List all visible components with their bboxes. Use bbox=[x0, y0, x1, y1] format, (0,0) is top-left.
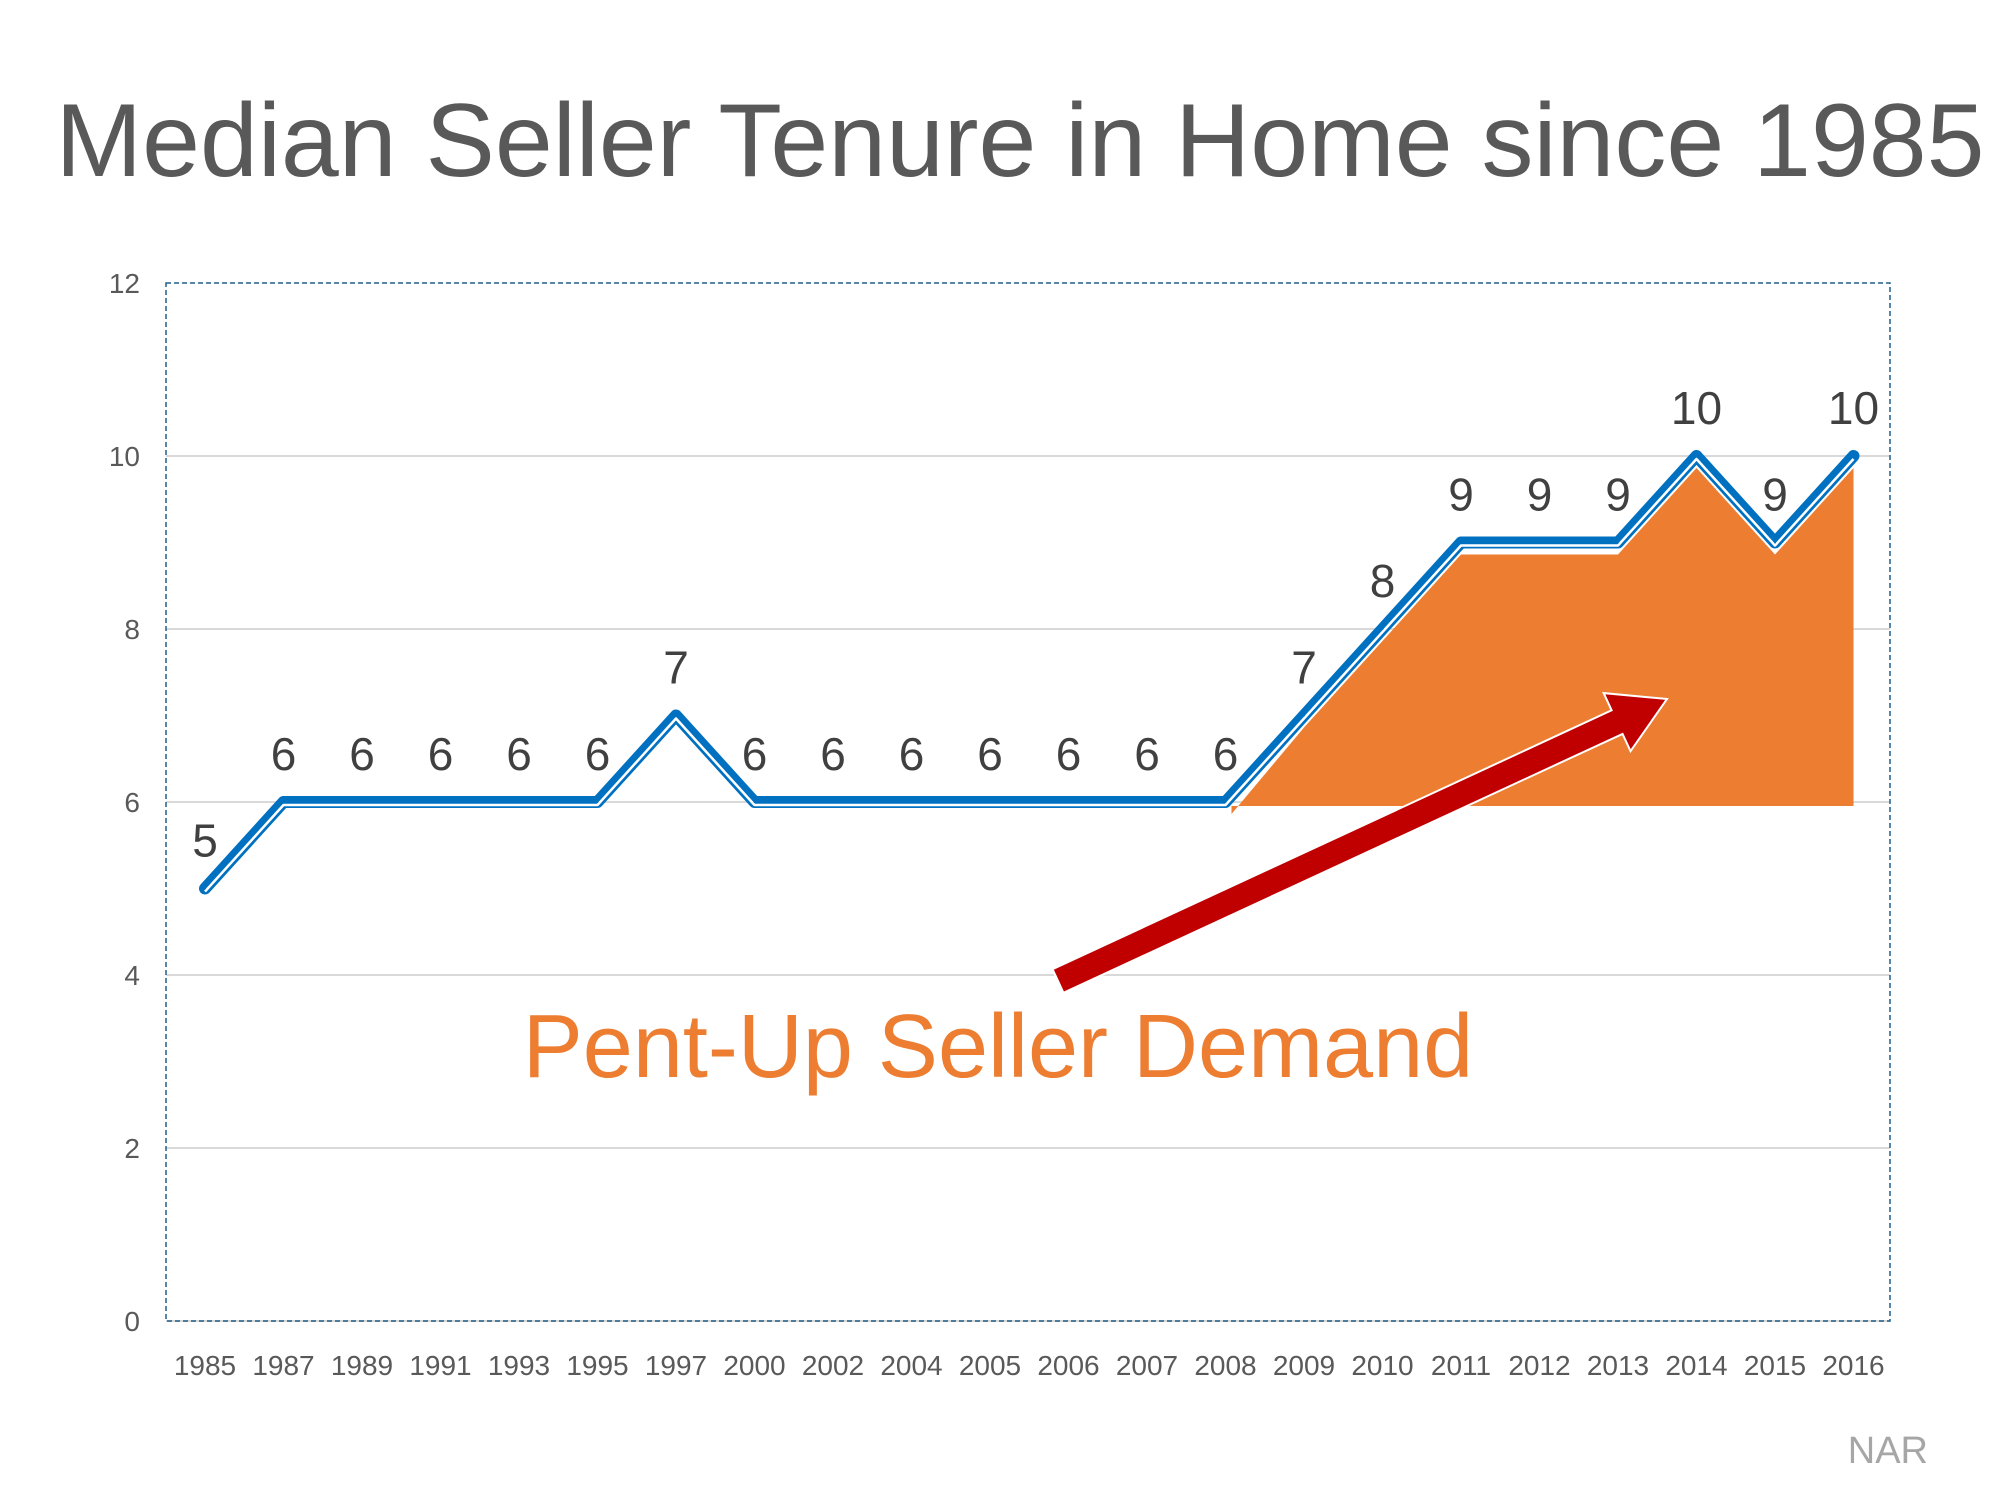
data-point bbox=[1303, 714, 1305, 717]
x-tick-label: 1993 bbox=[488, 1350, 550, 1381]
data-label: 6 bbox=[271, 728, 297, 780]
data-point bbox=[439, 801, 442, 803]
data-point bbox=[1381, 628, 1384, 630]
x-tick-label: 2014 bbox=[1665, 1350, 1727, 1381]
shaded-area bbox=[1231, 468, 1854, 814]
data-point bbox=[1695, 455, 1698, 457]
data-label: 6 bbox=[899, 728, 925, 780]
data-point bbox=[1067, 801, 1070, 803]
x-tick-label: 1987 bbox=[252, 1350, 314, 1381]
y-tick-label: 4 bbox=[124, 960, 140, 991]
data-label: 10 bbox=[1671, 382, 1722, 434]
x-tick-label: 2010 bbox=[1351, 1350, 1413, 1381]
data-point bbox=[1538, 541, 1541, 544]
data-point bbox=[1617, 541, 1619, 544]
data-label: 6 bbox=[506, 728, 532, 780]
data-point bbox=[1774, 541, 1776, 544]
data-point bbox=[282, 801, 285, 803]
x-tick-label: 1997 bbox=[645, 1350, 707, 1381]
data-point bbox=[1460, 541, 1462, 544]
series-line bbox=[199, 450, 1860, 895]
y-tick-label: 2 bbox=[124, 1133, 140, 1164]
data-label: 9 bbox=[1605, 469, 1631, 521]
x-tick-label: 2004 bbox=[880, 1350, 942, 1381]
x-tick-label: 2009 bbox=[1273, 1350, 1335, 1381]
series-line-highlight bbox=[204, 457, 1855, 893]
data-label: 9 bbox=[1448, 469, 1474, 521]
data-point bbox=[753, 801, 756, 803]
data-point bbox=[204, 887, 206, 890]
data-label: 6 bbox=[349, 728, 375, 780]
data-point bbox=[989, 801, 991, 803]
x-tick-label: 1985 bbox=[174, 1350, 236, 1381]
x-tick-label: 2005 bbox=[959, 1350, 1021, 1381]
y-tick-label: 6 bbox=[124, 787, 140, 818]
data-point bbox=[361, 801, 363, 803]
data-label: 10 bbox=[1828, 382, 1879, 434]
x-tick-label: 2012 bbox=[1508, 1350, 1570, 1381]
data-label: 5 bbox=[192, 815, 218, 867]
data-label: 9 bbox=[1762, 469, 1788, 521]
x-tick-label: 2002 bbox=[802, 1350, 864, 1381]
chart-title: Median Seller Tenure in Home since 1985 bbox=[55, 83, 1985, 199]
x-tick-label: 2015 bbox=[1744, 1350, 1806, 1381]
x-tick-label: 2011 bbox=[1431, 1350, 1491, 1381]
source-label: NAR bbox=[1847, 1430, 1928, 1472]
data-point bbox=[832, 801, 834, 803]
x-tick-label: 1995 bbox=[566, 1350, 628, 1381]
data-point bbox=[596, 801, 599, 803]
x-tick-label: 1989 bbox=[331, 1350, 393, 1381]
annotation-text: Pent-Up Seller Demand bbox=[523, 997, 1473, 1097]
data-point bbox=[518, 801, 520, 803]
trend-arrow bbox=[1051, 691, 1669, 995]
data-label: 8 bbox=[1370, 555, 1396, 607]
y-tick-label: 8 bbox=[124, 614, 140, 645]
y-tick-label: 10 bbox=[109, 441, 140, 472]
data-point bbox=[1852, 455, 1855, 457]
x-tick-label: 2006 bbox=[1037, 1350, 1099, 1381]
y-tick-label: 0 bbox=[124, 1306, 140, 1337]
x-tick-label: 2000 bbox=[723, 1350, 785, 1381]
data-label: 9 bbox=[1527, 469, 1553, 521]
data-label: 6 bbox=[1134, 728, 1160, 780]
data-point bbox=[910, 801, 913, 803]
data-label: 7 bbox=[663, 642, 689, 694]
x-tick-label: 1991 bbox=[409, 1350, 471, 1381]
data-label: 6 bbox=[1056, 728, 1082, 780]
data-label: 6 bbox=[742, 728, 768, 780]
data-label: 7 bbox=[1291, 642, 1317, 694]
data-label: 6 bbox=[1213, 728, 1239, 780]
plot-area-border bbox=[165, 282, 1891, 1322]
x-tick-label: 2016 bbox=[1822, 1350, 1884, 1381]
data-point bbox=[1224, 801, 1227, 803]
data-label: 6 bbox=[977, 728, 1003, 780]
x-tick-label: 2008 bbox=[1194, 1350, 1256, 1381]
data-label: 6 bbox=[820, 728, 846, 780]
data-label: 6 bbox=[428, 728, 454, 780]
y-tick-label: 12 bbox=[109, 268, 140, 299]
x-tick-label: 2007 bbox=[1116, 1350, 1178, 1381]
x-tick-label: 2013 bbox=[1587, 1350, 1649, 1381]
data-point bbox=[1146, 801, 1148, 803]
data-label: 6 bbox=[585, 728, 611, 780]
data-point bbox=[675, 714, 677, 717]
